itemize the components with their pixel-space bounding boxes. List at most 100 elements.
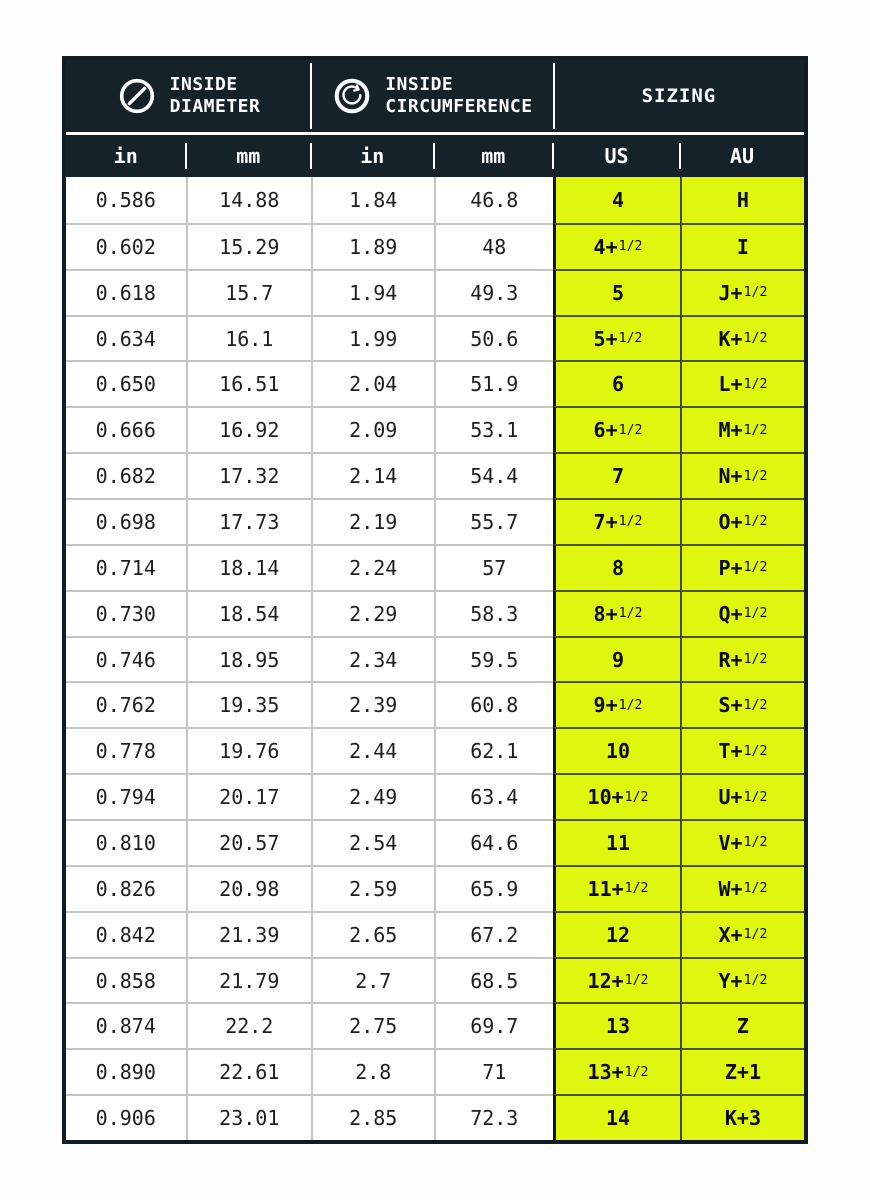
diameter-in-cell: 0.842 bbox=[66, 910, 186, 957]
diameter-in-cell: 0.618 bbox=[66, 268, 186, 315]
diameter-mm-cell: 18.54 bbox=[185, 589, 311, 636]
diameter-icon bbox=[117, 76, 157, 116]
circumference-mm-cell: 48 bbox=[433, 222, 554, 269]
group-label-inside-diameter: INSIDE DIAMETER bbox=[169, 74, 261, 117]
diameter-mm-cell: 16.92 bbox=[185, 406, 311, 453]
us-size-cell: 4 bbox=[553, 177, 680, 223]
us-size-cell: 9+ 1/2 bbox=[553, 681, 680, 728]
table-row: 0.618 15.7 1.94 49.3 5 J+ 1/2 bbox=[66, 268, 804, 315]
table-units-row: in mm in mm US AU bbox=[66, 135, 804, 177]
us-size-cell: 12 bbox=[553, 910, 680, 957]
diameter-in-cell: 0.650 bbox=[66, 360, 186, 407]
us-size-cell: 8+ 1/2 bbox=[553, 589, 680, 636]
diameter-in-cell: 0.778 bbox=[66, 727, 186, 774]
circumference-mm-cell: 64.6 bbox=[433, 819, 554, 865]
table-row: 0.650 16.51 2.04 51.9 6 L+ 1/2 bbox=[66, 360, 804, 407]
au-size-cell: Z bbox=[679, 1002, 804, 1049]
table-row: 0.794 20.17 2.49 63.4 10+ 1/2 U+ 1/2 bbox=[66, 773, 804, 820]
circumference-mm-cell: 63.4 bbox=[433, 773, 554, 820]
us-size-cell: 12+ 1/2 bbox=[553, 956, 680, 1003]
diameter-in-cell: 0.666 bbox=[66, 406, 186, 453]
diameter-in-cell: 0.762 bbox=[66, 681, 186, 728]
table-row: 0.762 19.35 2.39 60.8 9+ 1/2 S+ 1/2 bbox=[66, 681, 804, 728]
circumference-mm-cell: 46.8 bbox=[433, 177, 554, 223]
circumference-mm-cell: 51.9 bbox=[433, 360, 554, 407]
au-size-cell: T+ 1/2 bbox=[679, 727, 804, 774]
table-row: 0.746 18.95 2.34 59.5 9 R+ 1/2 bbox=[66, 635, 804, 682]
circumference-in-cell: 2.59 bbox=[311, 864, 434, 911]
us-size-cell: 13+ 1/2 bbox=[553, 1048, 680, 1095]
us-size-cell: 10 bbox=[553, 727, 680, 774]
diameter-in-cell: 0.826 bbox=[66, 864, 186, 911]
column-header-diameter-in: in bbox=[113, 144, 138, 168]
us-size-cell: 13 bbox=[553, 1002, 680, 1049]
us-size-cell: 8 bbox=[553, 543, 680, 590]
diameter-mm-cell: 20.17 bbox=[185, 773, 311, 820]
circumference-mm-cell: 62.1 bbox=[433, 727, 554, 774]
au-size-cell: K+3 bbox=[679, 1094, 804, 1141]
circumference-in-cell: 2.54 bbox=[311, 819, 434, 865]
diameter-mm-cell: 21.79 bbox=[185, 956, 311, 1003]
circumference-in-cell: 2.24 bbox=[311, 543, 434, 590]
circumference-in-cell: 2.29 bbox=[311, 589, 434, 636]
table-row: 0.634 16.1 1.99 50.6 5+ 1/2 K+ 1/2 bbox=[66, 314, 804, 361]
table-row: 0.730 18.54 2.29 58.3 8+ 1/2 Q+ 1/2 bbox=[66, 589, 804, 636]
table-row: 0.698 17.73 2.19 55.7 7+ 1/2 O+ 1/2 bbox=[66, 498, 804, 544]
table-row: 0.874 22.2 2.75 69.7 13 Z bbox=[66, 1002, 804, 1049]
diameter-in-cell: 0.746 bbox=[66, 635, 186, 682]
au-size-cell: X+ 1/2 bbox=[679, 910, 804, 957]
table-row: 0.778 19.76 2.44 62.1 10 T+ 1/2 bbox=[66, 727, 804, 774]
header-separator-line bbox=[66, 132, 804, 135]
diameter-in-cell: 0.714 bbox=[66, 543, 186, 590]
diameter-mm-cell: 15.7 bbox=[185, 268, 311, 315]
circumference-mm-cell: 71 bbox=[433, 1048, 554, 1095]
group-inside-circumference: INSIDE CIRCUMFERENCE bbox=[310, 60, 554, 132]
circumference-in-cell: 2.75 bbox=[311, 1002, 434, 1049]
column-header-us-size: US bbox=[552, 135, 680, 177]
circumference-in-cell: 1.99 bbox=[311, 314, 434, 361]
diameter-in-cell: 0.634 bbox=[66, 314, 186, 361]
circumference-mm-cell: 53.1 bbox=[433, 406, 554, 453]
circumference-in-cell: 2.7 bbox=[311, 956, 434, 1003]
us-size-cell: 10+ 1/2 bbox=[553, 773, 680, 820]
table-row: 0.714 18.14 2.24 57 8 P+ 1/2 bbox=[66, 543, 804, 590]
circumference-mm-cell: 65.9 bbox=[433, 864, 554, 911]
circumference-in-cell: 1.94 bbox=[311, 268, 434, 315]
diameter-mm-cell: 18.14 bbox=[185, 543, 311, 590]
table-row: 0.586 14.88 1.84 46.8 4 H bbox=[66, 177, 804, 223]
au-size-cell: Y+ 1/2 bbox=[679, 956, 804, 1003]
diameter-in-cell: 0.602 bbox=[66, 222, 186, 269]
us-size-cell: 6 bbox=[553, 360, 680, 407]
au-size-cell: I bbox=[679, 222, 804, 269]
column-header-diameter-mm: mm bbox=[184, 135, 311, 177]
circumference-in-cell: 2.8 bbox=[311, 1048, 434, 1095]
diameter-mm-cell: 20.98 bbox=[185, 864, 311, 911]
circumference-in-cell: 2.19 bbox=[311, 498, 434, 544]
diameter-mm-cell: 18.95 bbox=[185, 635, 311, 682]
diameter-mm-cell: 19.35 bbox=[185, 681, 311, 728]
au-size-cell: Z+1 bbox=[679, 1048, 804, 1095]
table-row: 0.826 20.98 2.59 65.9 11+ 1/2 W+ 1/2 bbox=[66, 864, 804, 911]
column-header-circumference-in: in bbox=[310, 135, 434, 177]
au-size-cell: P+ 1/2 bbox=[679, 543, 804, 590]
au-size-cell: K+ 1/2 bbox=[679, 314, 804, 361]
diameter-in-cell: 0.698 bbox=[66, 498, 186, 544]
circumference-mm-cell: 49.3 bbox=[433, 268, 554, 315]
diameter-mm-cell: 16.1 bbox=[185, 314, 311, 361]
diameter-mm-cell: 21.39 bbox=[185, 910, 311, 957]
au-size-cell: W+ 1/2 bbox=[679, 864, 804, 911]
us-size-cell: 11+ 1/2 bbox=[553, 864, 680, 911]
us-size-cell: 5 bbox=[553, 268, 680, 315]
diameter-in-cell: 0.810 bbox=[66, 819, 186, 865]
au-size-cell: H bbox=[679, 177, 804, 223]
circumference-mm-cell: 68.5 bbox=[433, 956, 554, 1003]
us-size-cell: 4+ 1/2 bbox=[553, 222, 680, 269]
table-row: 0.602 15.29 1.89 48 4+ 1/2 I bbox=[66, 222, 804, 269]
table-body: 0.586 14.88 1.84 46.8 4 H 0.602 15.29 1.… bbox=[66, 177, 804, 1141]
us-size-cell: 5+ 1/2 bbox=[553, 314, 680, 361]
diameter-in-cell: 0.730 bbox=[66, 589, 186, 636]
circumference-mm-cell: 59.5 bbox=[433, 635, 554, 682]
circumference-mm-cell: 72.3 bbox=[433, 1094, 554, 1141]
au-size-cell: Q+ 1/2 bbox=[679, 589, 804, 636]
diameter-in-cell: 0.586 bbox=[66, 177, 186, 223]
